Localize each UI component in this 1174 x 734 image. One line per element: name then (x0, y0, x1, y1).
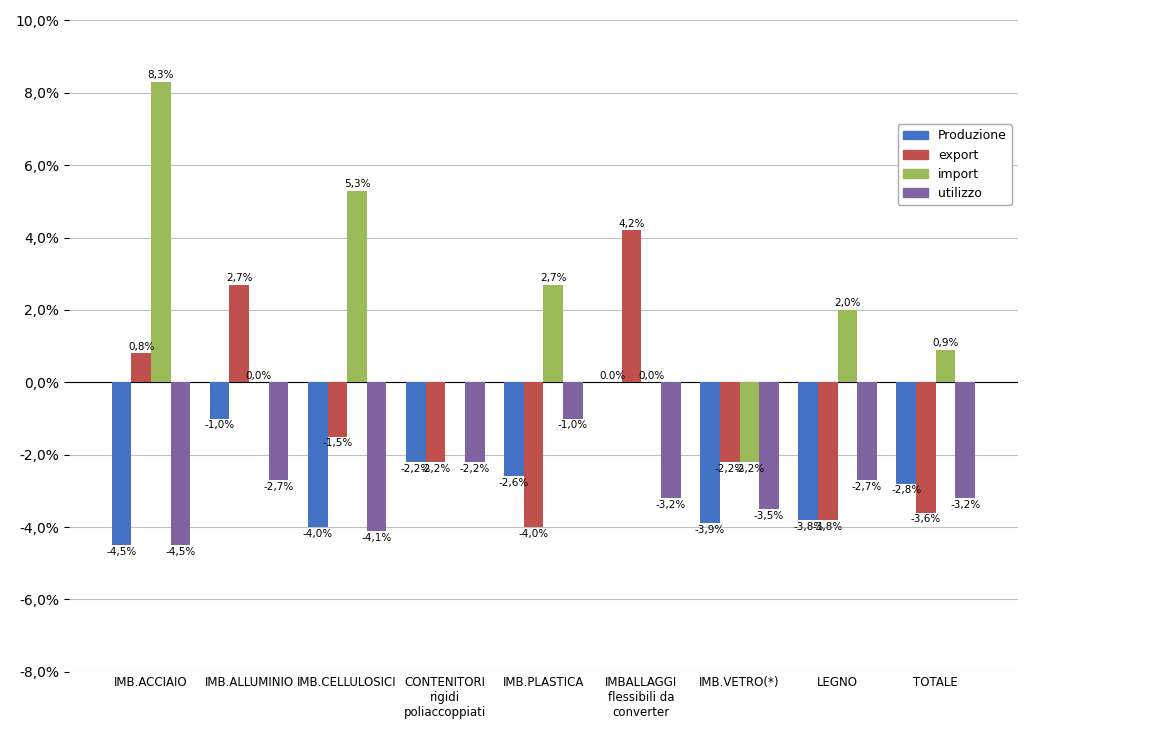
Text: -2,6%: -2,6% (499, 479, 529, 488)
Bar (210, 382, 229, 418)
Text: -2,2%: -2,2% (420, 464, 451, 473)
Bar (897, 382, 916, 484)
Text: -4,1%: -4,1% (362, 533, 392, 542)
Text: -1,0%: -1,0% (204, 421, 235, 430)
Text: 2,7%: 2,7% (227, 273, 252, 283)
Bar (269, 382, 289, 480)
Bar (348, 191, 366, 382)
Bar (740, 382, 760, 462)
Text: 2,7%: 2,7% (540, 273, 566, 283)
Bar (426, 382, 445, 462)
Text: -2,2%: -2,2% (459, 464, 490, 473)
Bar (936, 350, 956, 382)
Bar (151, 82, 170, 382)
Text: -2,7%: -2,7% (263, 482, 294, 492)
Text: -2,7%: -2,7% (852, 482, 882, 492)
Bar (701, 382, 720, 523)
Bar (818, 382, 837, 520)
Bar (131, 353, 151, 382)
Text: -3,8%: -3,8% (794, 522, 823, 531)
Text: 0,8%: 0,8% (128, 341, 154, 352)
Text: -2,2%: -2,2% (400, 464, 431, 473)
Bar (366, 382, 386, 531)
Text: -4,5%: -4,5% (107, 547, 136, 557)
Bar (760, 382, 778, 509)
Text: 5,3%: 5,3% (344, 179, 370, 189)
Bar (622, 230, 641, 382)
Text: -3,2%: -3,2% (656, 500, 686, 510)
Text: -3,9%: -3,9% (695, 526, 726, 535)
Text: -2,8%: -2,8% (891, 485, 922, 495)
Text: 4,2%: 4,2% (619, 219, 645, 228)
Text: 2,0%: 2,0% (835, 298, 861, 308)
Bar (798, 382, 818, 520)
Text: 0,0%: 0,0% (639, 371, 664, 380)
Text: -4,0%: -4,0% (303, 529, 332, 539)
Text: -3,8%: -3,8% (812, 522, 843, 531)
Text: 0,0%: 0,0% (245, 371, 272, 380)
Bar (170, 382, 190, 545)
Bar (544, 285, 564, 382)
Bar (504, 382, 524, 476)
Text: 0.0%: 0.0% (599, 371, 625, 380)
Text: 8,3%: 8,3% (148, 70, 174, 80)
Bar (524, 382, 544, 527)
Text: -1,5%: -1,5% (322, 438, 352, 448)
Text: -4,0%: -4,0% (519, 529, 548, 539)
Text: 0,9%: 0,9% (932, 338, 959, 348)
Text: -1,0%: -1,0% (558, 421, 588, 430)
Bar (956, 382, 974, 498)
Bar (112, 382, 131, 545)
Text: -3,5%: -3,5% (754, 511, 784, 521)
Bar (465, 382, 485, 462)
Text: -3,2%: -3,2% (950, 500, 980, 510)
Bar (406, 382, 426, 462)
Bar (661, 382, 681, 498)
Bar (308, 382, 328, 527)
Bar (857, 382, 877, 480)
Bar (564, 382, 582, 418)
Bar (229, 285, 249, 382)
Text: -2,2%: -2,2% (734, 464, 764, 473)
Bar (720, 382, 740, 462)
Legend: Produzione, export, import, utilizzo: Produzione, export, import, utilizzo (898, 125, 1012, 206)
Bar (328, 382, 348, 437)
Bar (837, 310, 857, 382)
Text: -2,2%: -2,2% (715, 464, 744, 473)
Text: -3,6%: -3,6% (911, 515, 942, 524)
Bar (916, 382, 936, 512)
Text: -4,5%: -4,5% (166, 547, 196, 557)
